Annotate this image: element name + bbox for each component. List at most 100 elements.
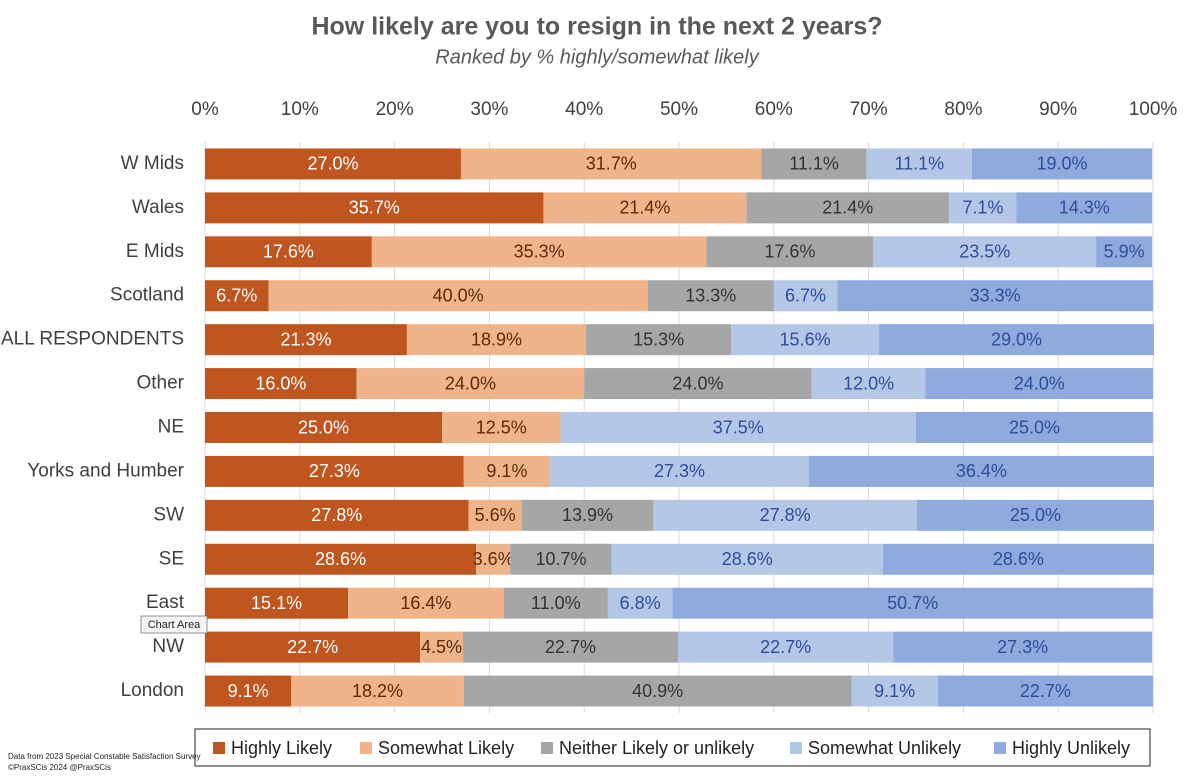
value-label: 22.7% <box>545 637 596 657</box>
legend-box <box>194 728 1151 767</box>
value-label: 5.6% <box>475 505 516 525</box>
bar-segment <box>205 368 357 400</box>
x-tick-label: 20% <box>376 99 414 120</box>
bar-segment <box>916 499 1154 531</box>
x-tick-label: 0% <box>191 99 219 120</box>
bar-segment <box>706 236 874 268</box>
legend-label: Somewhat Likely <box>378 738 514 758</box>
bar-segment <box>808 455 1154 487</box>
x-tick-label: 80% <box>944 99 982 120</box>
value-label: 22.7% <box>287 637 338 657</box>
bar-segment <box>584 368 812 400</box>
y-tick-label: NE <box>158 417 184 438</box>
value-label: 50.7% <box>887 593 938 613</box>
value-label: 24.0% <box>445 373 496 393</box>
x-tick-label: 70% <box>850 99 888 120</box>
value-label: 13.3% <box>685 285 736 305</box>
chart-title: How likely are you to resign in the next… <box>311 13 882 41</box>
y-tick-label: NW <box>152 636 184 657</box>
value-label: 29.0% <box>991 329 1042 349</box>
bar-segment <box>460 148 762 180</box>
bar-segment <box>611 543 883 575</box>
bar-segment <box>550 455 809 487</box>
bar-segment <box>205 280 269 312</box>
value-label: 18.2% <box>352 681 403 701</box>
tooltip-box <box>140 615 208 634</box>
bar-segment <box>837 280 1153 312</box>
bar-segment <box>560 412 916 443</box>
x-tick-label: 60% <box>755 99 793 120</box>
bar-segment <box>882 543 1154 575</box>
bar-segment <box>647 280 774 312</box>
value-label: 7.1% <box>962 198 1003 218</box>
bar-segment <box>420 631 463 663</box>
bar-segment <box>873 236 1097 268</box>
value-label: 24.0% <box>672 373 723 393</box>
bar-segment <box>521 499 654 531</box>
y-tick-label: Yorks and Humber <box>27 460 184 481</box>
bar-segment <box>468 499 522 531</box>
value-label: 16.4% <box>400 593 451 613</box>
bar-segment <box>866 148 972 180</box>
legend-label: Neither Likely or unlikely <box>559 738 754 758</box>
legend-label: Somewhat Unlikely <box>808 738 961 758</box>
value-label: 18.9% <box>471 329 522 349</box>
x-tick-label: 100% <box>1129 99 1178 120</box>
bar-segment <box>761 148 867 180</box>
bar-segment <box>746 192 950 224</box>
bar-segment <box>268 280 648 312</box>
y-tick-label: Other <box>136 373 184 394</box>
bar-segment <box>937 675 1153 707</box>
footnote: Data from 2023 Special Constable Satisfa… <box>8 752 201 761</box>
bar-segment <box>971 148 1153 180</box>
value-label: 5.9% <box>1104 242 1145 262</box>
value-label: 33.3% <box>970 285 1021 305</box>
legend-label: Highly Unlikely <box>1012 738 1130 758</box>
bar-segment <box>925 368 1153 400</box>
bar-segment <box>205 587 349 619</box>
value-label: 11.0% <box>531 593 581 613</box>
value-label: 28.6% <box>993 549 1044 569</box>
bar-segment <box>205 236 372 268</box>
value-label: 12.5% <box>476 417 527 437</box>
value-label: 3.6% <box>473 549 514 569</box>
value-label: 17.6% <box>263 242 314 262</box>
value-label: 15.1% <box>251 593 302 613</box>
bar-segment <box>503 587 608 619</box>
footnote: ©PraxSCis 2024 @PraxSCis <box>8 763 111 772</box>
bar-segment <box>672 587 1153 619</box>
bar-segment <box>510 543 612 575</box>
y-tick-label: East <box>146 592 185 613</box>
value-label: 9.1% <box>874 681 915 701</box>
y-tick-label: Scotland <box>110 285 184 306</box>
value-label: 21.4% <box>619 198 670 218</box>
y-tick-label: London <box>121 680 184 701</box>
value-label: 14.3% <box>1059 198 1110 218</box>
y-tick-label: Wales <box>132 197 184 218</box>
value-label: 13.9% <box>562 505 613 525</box>
bar-segment <box>406 324 587 356</box>
value-label: 28.6% <box>315 549 366 569</box>
y-tick-label: E Mids <box>126 241 184 262</box>
y-tick-label: SE <box>159 548 184 569</box>
y-tick-label: SW <box>153 504 184 525</box>
value-label: 9.1% <box>228 681 269 701</box>
y-tick-label: ALL RESPONDENTS <box>1 329 184 350</box>
value-label: 35.3% <box>514 242 565 262</box>
value-label: 15.6% <box>780 329 831 349</box>
value-label: 12.0% <box>843 373 894 393</box>
value-label: 25.0% <box>1009 417 1060 437</box>
value-label: 23.5% <box>959 242 1010 262</box>
value-label: 27.0% <box>307 154 358 174</box>
bar-segment <box>893 631 1153 663</box>
bar-segment <box>205 631 421 663</box>
legend-swatch <box>790 742 802 754</box>
bar-segment <box>586 324 732 356</box>
value-label: 27.3% <box>654 461 705 481</box>
value-label: 6.7% <box>216 285 257 305</box>
bar-segment <box>205 675 292 707</box>
value-label: 6.8% <box>620 593 661 613</box>
value-label: 31.7% <box>586 154 637 174</box>
value-label: 37.5% <box>713 417 764 437</box>
x-tick-label: 30% <box>470 99 508 120</box>
